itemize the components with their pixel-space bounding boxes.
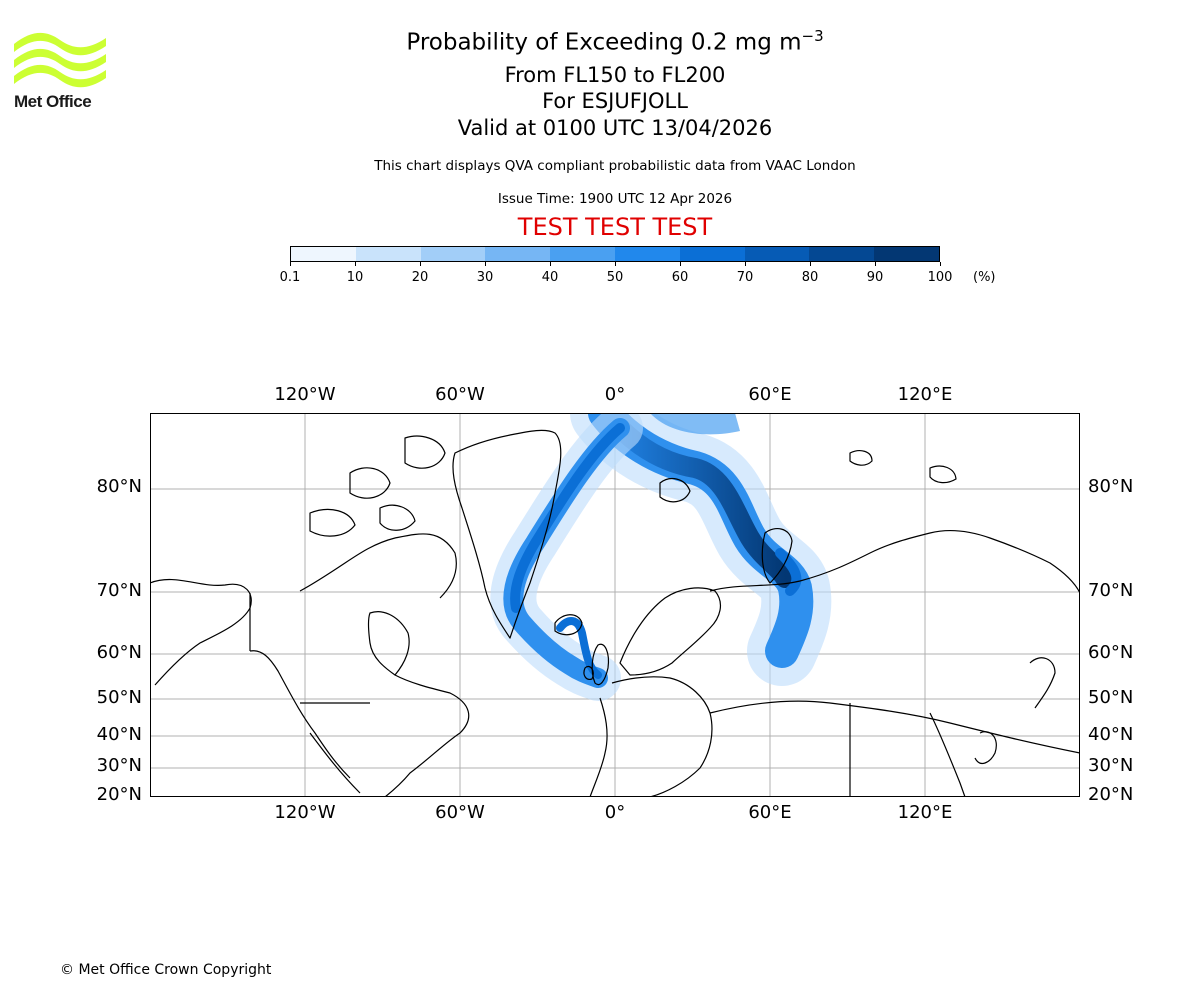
- colorbar-tickmark: [680, 262, 681, 266]
- colorbar-segment: [550, 247, 615, 261]
- colorbar-tickmark: [745, 262, 746, 266]
- latitude-label: 60°N: [1088, 642, 1134, 663]
- volcano-title: For ESJUFJOLL: [542, 89, 688, 113]
- ash-probability-map: [150, 413, 1080, 797]
- colorbar-tick-label: 50: [606, 270, 624, 285]
- colorbar-tick-label: 30: [476, 270, 494, 285]
- colorbar-segment: [355, 247, 421, 261]
- latitude-label: 30°N: [1088, 755, 1134, 776]
- latitude-label: 40°N: [1088, 724, 1134, 745]
- colorbar-tickmark: [420, 262, 421, 266]
- longitude-label: 60°W: [435, 384, 485, 405]
- longitude-label: 120°W: [274, 802, 336, 823]
- longitude-label: 60°E: [748, 802, 792, 823]
- latitude-label: 20°N: [1088, 784, 1134, 805]
- colorbar-tick-label: 80: [801, 270, 819, 285]
- latitude-label: 80°N: [96, 476, 142, 497]
- colorbar-segment: [614, 247, 680, 261]
- met-office-logo-text: Met Office: [14, 92, 92, 111]
- latitude-label: 50°N: [1088, 687, 1134, 708]
- colorbar-tickmark: [810, 262, 811, 266]
- coastlines: [150, 429, 1080, 797]
- colorbar-tick-label: 70: [736, 270, 754, 285]
- colorbar-segment: [744, 247, 810, 261]
- chart-title-superscript: −3: [801, 27, 824, 45]
- latitude-label: 70°N: [96, 580, 142, 601]
- latitude-label: 70°N: [1088, 580, 1134, 601]
- longitude-label: 120°E: [897, 802, 953, 823]
- latitude-label: 80°N: [1088, 476, 1134, 497]
- colorbar-tick-label: 60: [671, 270, 689, 285]
- longitude-label: 0°: [604, 802, 626, 823]
- met-office-logo-icon: [14, 32, 106, 88]
- colorbar-tick-label: 10: [346, 270, 364, 285]
- colorbar-tickmark: [615, 262, 616, 266]
- latitude-label: 60°N: [96, 642, 142, 663]
- colorbar-tick-label: 0.1: [279, 270, 301, 285]
- ash-plume: [490, 413, 832, 701]
- flight-levels-title: From FL150 to FL200: [504, 63, 726, 87]
- colorbar-tickmark: [940, 262, 941, 266]
- colorbar-segment: [809, 247, 875, 261]
- issue-time-text: Issue Time: 1900 UTC 12 Apr 2026: [497, 191, 733, 207]
- latitude-label: 30°N: [96, 755, 142, 776]
- colorbar-segment: [874, 247, 939, 261]
- longitude-label: 60°E: [748, 384, 792, 405]
- colorbar-tickmark: [485, 262, 486, 266]
- map-frame: [150, 413, 1080, 797]
- chart-title: Probability of Exceeding 0.2 mg m−3: [0, 27, 1200, 56]
- map-gridlines: [150, 413, 1080, 797]
- colorbar-tick-label: 90: [866, 270, 884, 285]
- colorbar-segment: [291, 247, 356, 261]
- chart-title-text: Probability of Exceeding 0.2 mg m: [406, 29, 802, 56]
- latitude-label: 50°N: [96, 687, 142, 708]
- colorbar-unit: (%): [973, 270, 996, 285]
- colorbar-tick-label: 100: [927, 270, 953, 285]
- colorbar-tickmark: [550, 262, 551, 266]
- valid-time-title: Valid at 0100 UTC 13/04/2026: [457, 116, 773, 140]
- colorbar-segment: [679, 247, 745, 261]
- longitude-label: 120°W: [274, 384, 336, 405]
- probability-colorbar: [290, 246, 940, 262]
- colorbar-tickmark: [875, 262, 876, 266]
- colorbar-segment: [485, 247, 551, 261]
- colorbar-tickmark: [290, 262, 291, 266]
- colorbar-tick-label: 20: [411, 270, 429, 285]
- latitude-label: 40°N: [96, 724, 142, 745]
- latitude-label: 20°N: [96, 784, 142, 805]
- longitude-label: 120°E: [897, 384, 953, 405]
- colorbar-tickmark: [355, 262, 356, 266]
- test-banner: TEST TEST TEST: [517, 213, 713, 241]
- longitude-label: 0°: [604, 384, 626, 405]
- copyright-text: © Met Office Crown Copyright: [60, 962, 272, 978]
- description-text: This chart displays QVA compliant probab…: [374, 158, 856, 174]
- longitude-label: 60°W: [435, 802, 485, 823]
- colorbar-segment: [420, 247, 486, 261]
- colorbar-tick-label: 40: [541, 270, 559, 285]
